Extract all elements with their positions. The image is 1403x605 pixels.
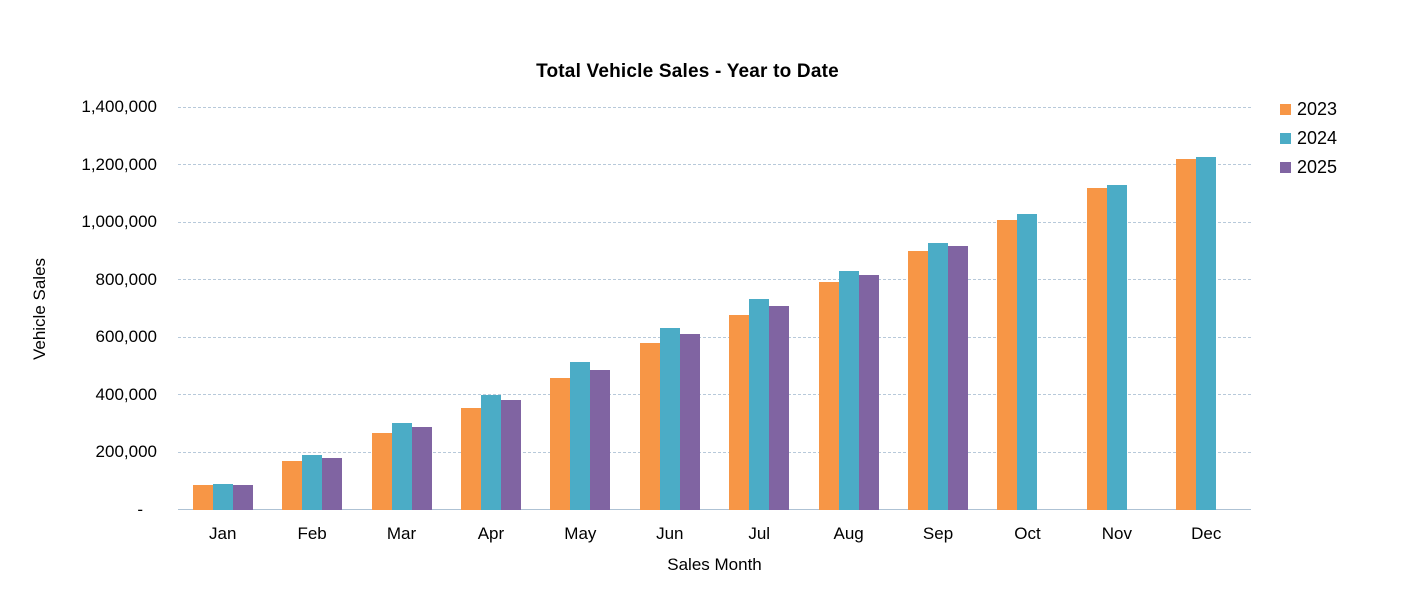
bar-2024-Dec xyxy=(1196,157,1217,510)
y-tick-label-2: 400,000 xyxy=(95,384,157,404)
y-axis-ticks: - 200,000 400,000 600,000 800,000 1,000,000 1,… xyxy=(0,97,157,519)
bar-2025-Jun xyxy=(679,334,700,510)
gridline-200000 xyxy=(178,451,1251,453)
legend-item-2025: 2025 xyxy=(1280,153,1337,182)
bar-2024-Aug xyxy=(838,271,859,510)
bar-2024-Nov xyxy=(1106,185,1127,510)
bar-2024-Jul xyxy=(749,299,770,510)
bar-2023-Oct xyxy=(997,220,1018,510)
y-tick-label-6: 1,200,000 xyxy=(81,154,157,174)
bar-2023-Mar xyxy=(371,433,392,510)
bar-2023-Dec xyxy=(1176,159,1197,510)
legend-swatch-2025 xyxy=(1280,162,1291,173)
y-tick-label-3: 600,000 xyxy=(95,327,157,347)
bar-2023-Nov xyxy=(1086,188,1107,510)
bar-2024-Oct xyxy=(1017,214,1038,510)
legend-item-2024: 2024 xyxy=(1280,124,1337,153)
x-tick-label-Mar: Mar xyxy=(386,524,417,543)
bar-2024-Mar xyxy=(391,423,412,510)
gridline-800000 xyxy=(178,279,1251,281)
x-tick-label-Sep: Sep xyxy=(922,524,954,543)
bar-2025-Feb xyxy=(322,458,343,510)
y-tick-label-1: 200,000 xyxy=(95,442,157,462)
bar-2024-Apr xyxy=(480,395,501,510)
bar-2025-May xyxy=(590,370,611,510)
x-tick-label-Jul: Jul xyxy=(748,524,771,543)
bar-2023-Jun xyxy=(639,343,660,510)
x-tick-label-Oct: Oct xyxy=(1014,524,1041,543)
x-tick-label-Apr: Apr xyxy=(477,524,505,543)
bar-2024-Jun xyxy=(659,328,680,510)
legend-item-2023: 2023 xyxy=(1280,95,1337,124)
bar-2024-May xyxy=(570,362,591,510)
y-tick-label-0: - xyxy=(137,500,143,519)
gridline-1400000 xyxy=(178,106,1251,108)
chart-title: Total Vehicle Sales - Year to Date xyxy=(536,61,839,82)
legend-label-2025: 2025 xyxy=(1297,157,1338,177)
x-tick-label-Jan: Jan xyxy=(208,524,237,543)
bar-2025-Sep xyxy=(948,246,969,510)
gridline-1200000 xyxy=(178,164,1251,166)
bar-2025-Aug xyxy=(858,275,879,510)
bar-2025-Jan xyxy=(232,485,253,510)
x-tick-label-Aug: Aug xyxy=(833,524,864,543)
gridline-600000 xyxy=(178,336,1251,338)
x-tick-label-Nov: Nov xyxy=(1101,524,1132,543)
x-axis-title: Sales Month xyxy=(667,555,762,574)
bar-2025-Mar xyxy=(411,427,432,510)
bar-2023-Jul xyxy=(729,315,750,510)
bar-2023-May xyxy=(550,378,571,510)
gridline-400000 xyxy=(178,394,1251,396)
legend-swatch-2023 xyxy=(1280,104,1291,115)
x-tick-label-May: May xyxy=(564,524,597,543)
legend-label-2023: 2023 xyxy=(1297,99,1338,119)
gridline-1000000 xyxy=(178,221,1251,223)
legend: 2023 2024 2025 xyxy=(1280,95,1337,182)
x-axis-line xyxy=(178,509,1251,510)
y-tick-label-5: 1,000,000 xyxy=(81,212,157,232)
bar-2023-Aug xyxy=(818,282,839,510)
legend-label-2024: 2024 xyxy=(1297,128,1338,148)
bar-2023-Sep xyxy=(908,251,929,510)
x-tick-label-Feb: Feb xyxy=(297,524,327,543)
bar-2025-Apr xyxy=(500,400,521,510)
bar-2024-Feb xyxy=(302,455,323,510)
x-tick-label-Jun: Jun xyxy=(656,524,684,543)
bar-2025-Jul xyxy=(769,306,790,510)
bar-2024-Sep xyxy=(928,243,949,510)
y-tick-label-7: 1,400,000 xyxy=(81,97,157,116)
bar-2023-Feb xyxy=(282,461,303,510)
bar-2024-Jan xyxy=(212,484,233,510)
bar-2023-Jan xyxy=(192,485,213,510)
y-tick-label-4: 800,000 xyxy=(95,269,157,289)
plot-area xyxy=(178,106,1251,510)
x-tick-label-Dec: Dec xyxy=(1191,524,1222,543)
legend-swatch-2024 xyxy=(1280,133,1291,144)
bar-2023-Apr xyxy=(460,408,481,510)
x-axis-ticks: Jan Feb Mar Apr May Jun Jul Aug Sep Oct Nov Dec xyxy=(178,523,1251,547)
